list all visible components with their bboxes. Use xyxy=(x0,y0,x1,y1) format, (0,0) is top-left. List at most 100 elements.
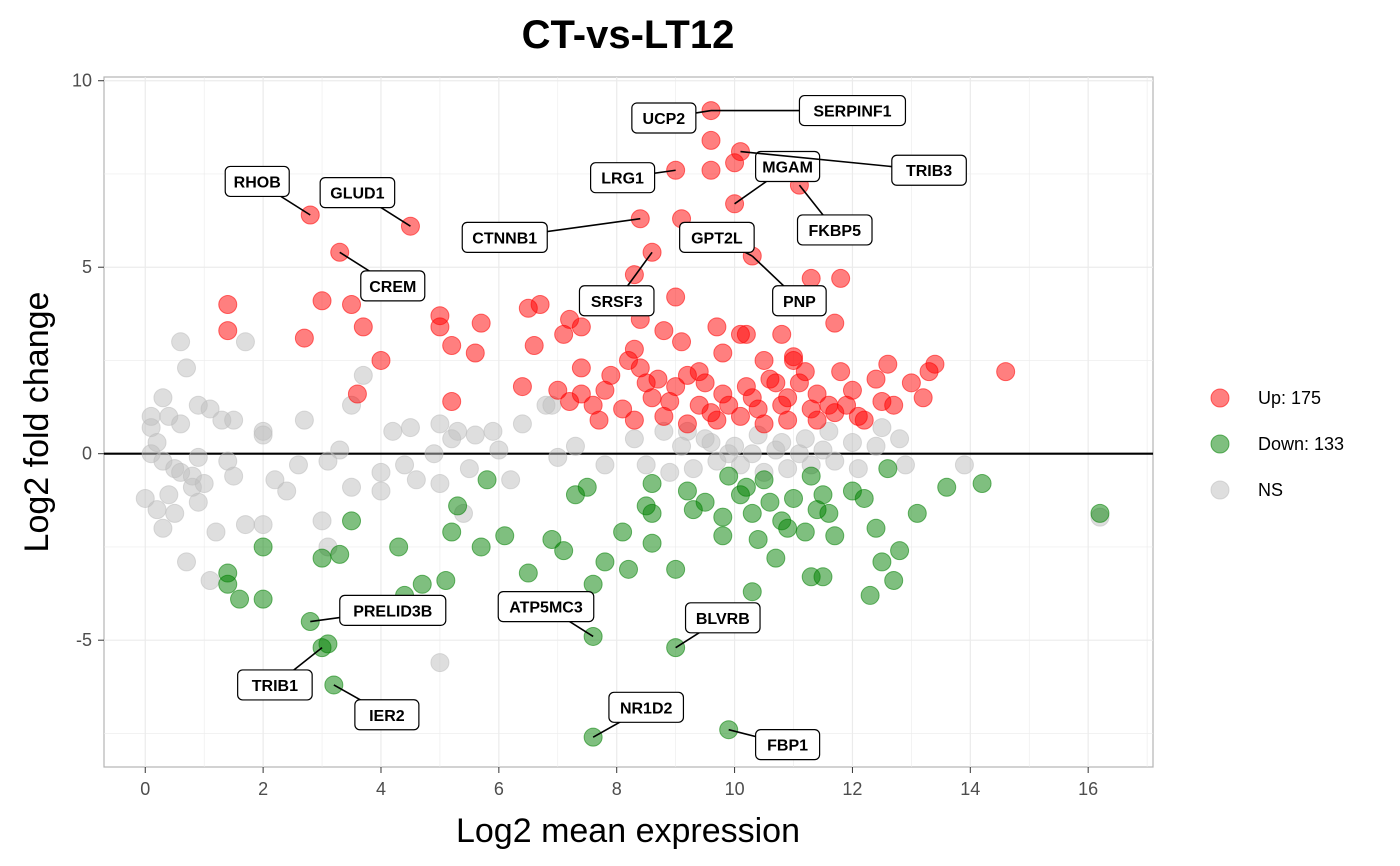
point-ns xyxy=(353,365,373,385)
gene-label-fbp1: FBP1 xyxy=(728,728,821,761)
point-up xyxy=(218,321,238,341)
point-ns xyxy=(683,459,703,479)
label-box xyxy=(891,154,967,186)
point-ns xyxy=(153,518,173,538)
point-ns xyxy=(371,462,391,482)
point-down xyxy=(442,522,462,542)
label-text: TRIB1 xyxy=(252,678,298,695)
point-down xyxy=(813,567,833,587)
point-down xyxy=(436,571,456,591)
point-ns xyxy=(430,414,450,434)
legend-item-down: Down: 133 xyxy=(1210,434,1344,454)
point-up xyxy=(218,295,238,315)
point-ns xyxy=(442,429,462,449)
point-down xyxy=(583,574,603,594)
point-up xyxy=(371,350,391,370)
label-text: SRSF3 xyxy=(591,294,643,311)
point-up xyxy=(825,313,845,333)
point-ns xyxy=(406,470,426,490)
point-up xyxy=(471,313,491,333)
label-box xyxy=(608,691,685,723)
point-down xyxy=(412,574,432,594)
point-ns xyxy=(660,462,680,482)
point-down xyxy=(230,589,250,609)
gene-label-rhob: RHOB xyxy=(224,165,311,216)
point-down xyxy=(642,503,662,523)
x-axis-title: Log2 mean expression xyxy=(456,812,800,850)
point-up xyxy=(713,384,733,404)
point-ns xyxy=(177,552,197,572)
x-tick-label: 8 xyxy=(612,779,622,799)
y-tick-label: 5 xyxy=(82,257,92,277)
label-box xyxy=(798,94,907,127)
point-ns xyxy=(825,451,845,471)
x-tick-label: 14 xyxy=(960,779,980,799)
point-up xyxy=(742,388,762,408)
point-ns xyxy=(330,440,350,460)
point-up xyxy=(342,295,362,315)
legend-label-up: Up: 175 xyxy=(1258,388,1321,408)
point-ns xyxy=(501,470,521,490)
point-down xyxy=(471,537,491,557)
point-ns xyxy=(147,500,167,520)
point-up xyxy=(601,365,621,385)
point-ns xyxy=(188,447,208,467)
label-text: PNP xyxy=(783,294,816,311)
point-up xyxy=(778,388,798,408)
point-down xyxy=(477,470,497,490)
legend-key-up xyxy=(1210,388,1230,408)
point-down xyxy=(577,477,597,497)
gene-label-fkbp5: FKBP5 xyxy=(796,184,873,246)
point-ns xyxy=(400,418,420,438)
legend-item-ns: NS xyxy=(1210,480,1283,500)
point-down xyxy=(807,500,827,520)
point-down xyxy=(713,507,733,527)
gene-label-srsf3: SRSF3 xyxy=(578,251,655,317)
gene-label-gpt2l: GPT2L xyxy=(679,221,755,257)
point-down xyxy=(595,552,615,572)
point-down xyxy=(907,503,927,523)
point-ns xyxy=(872,418,892,438)
point-down xyxy=(619,559,638,579)
point-down xyxy=(884,571,904,591)
gene-label-glud1: GLUD1 xyxy=(319,177,411,227)
point-down xyxy=(825,526,845,546)
label-box xyxy=(461,221,548,253)
gene-label-atp5mc3: ATP5MC3 xyxy=(497,591,595,638)
label-text: ATP5MC3 xyxy=(509,600,583,617)
y-tick-label: 0 xyxy=(82,444,92,464)
point-up xyxy=(807,410,827,430)
point-up xyxy=(801,268,821,288)
label-box xyxy=(796,214,873,246)
point-ns xyxy=(235,332,255,352)
point-up xyxy=(736,324,756,344)
point-down xyxy=(253,537,273,557)
point-ns xyxy=(318,451,338,471)
label-text: CTNNB1 xyxy=(472,230,537,247)
point-up xyxy=(589,410,609,430)
point-down xyxy=(613,522,633,542)
label-text: FBP1 xyxy=(767,738,808,755)
label-text: GPT2L xyxy=(691,230,743,247)
point-ns xyxy=(383,421,403,441)
point-up xyxy=(530,295,550,315)
point-up xyxy=(878,354,898,374)
point-ns xyxy=(235,515,255,535)
point-up xyxy=(624,410,644,430)
label-text: BLVRB xyxy=(696,611,750,628)
point-up xyxy=(554,324,574,344)
point-ns xyxy=(895,455,915,475)
point-up xyxy=(512,377,532,397)
point-down xyxy=(389,537,409,557)
x-tick-label: 12 xyxy=(842,779,862,799)
point-ns xyxy=(288,455,308,475)
point-up xyxy=(353,317,373,337)
point-down xyxy=(784,488,804,508)
point-down xyxy=(554,541,574,561)
label-box xyxy=(631,102,697,134)
label-text: IER2 xyxy=(369,708,405,725)
point-up xyxy=(430,317,450,337)
point-ns xyxy=(395,455,415,475)
point-up xyxy=(919,362,939,382)
